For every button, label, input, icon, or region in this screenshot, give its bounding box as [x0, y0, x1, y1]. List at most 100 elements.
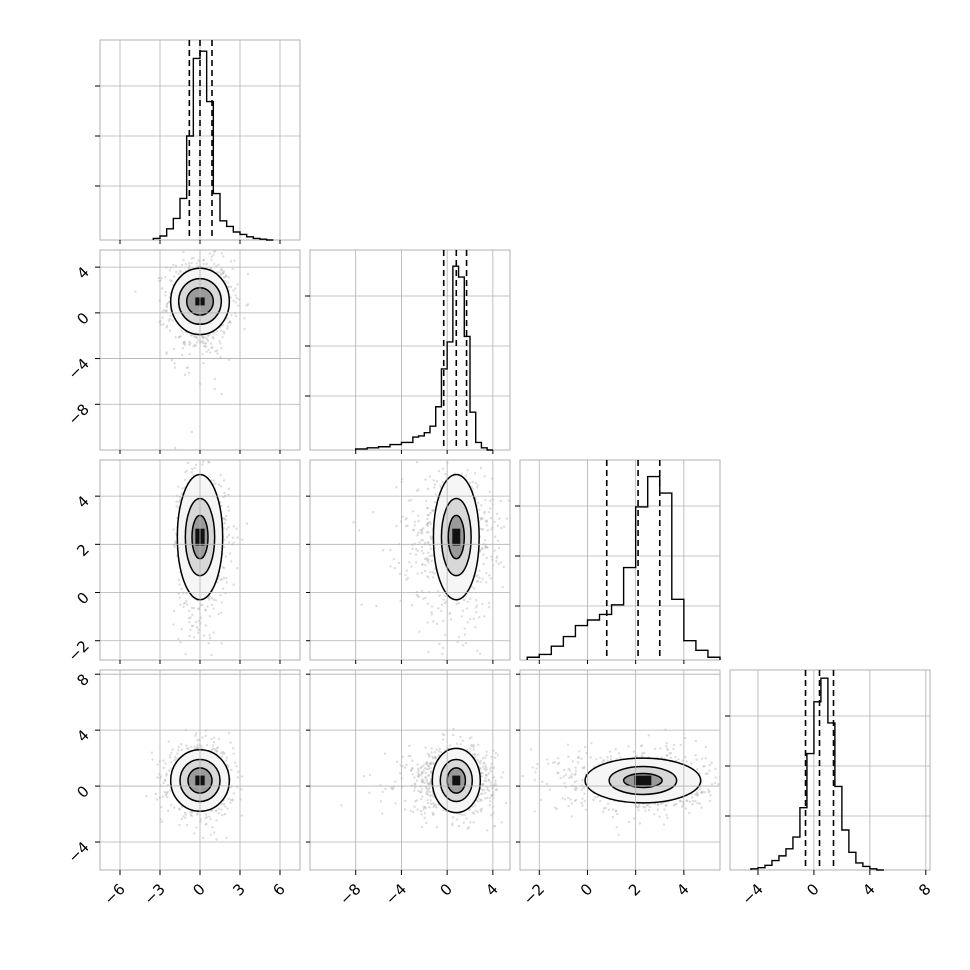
scatter-point	[167, 769, 171, 772]
scatter-point	[708, 763, 712, 767]
scatter-point	[659, 802, 663, 806]
scatter-point	[395, 486, 398, 489]
scatter-point	[215, 349, 219, 352]
scatter-point	[428, 790, 432, 794]
scatter-point	[208, 634, 211, 637]
scatter-point	[472, 812, 476, 815]
scatter-point	[190, 745, 193, 749]
scatter-point	[167, 740, 170, 743]
scatter-point	[474, 809, 477, 812]
scatter-point	[195, 341, 199, 344]
scatter-point	[440, 603, 444, 607]
scatter-point	[379, 800, 382, 803]
scatter-point	[188, 264, 191, 267]
scatter-point	[218, 339, 221, 343]
scatter-point	[220, 642, 223, 645]
scatter-point	[475, 604, 479, 607]
scatter-point	[472, 748, 475, 751]
scatter-point	[708, 790, 711, 793]
scatter-point	[432, 802, 435, 805]
scatter-point	[194, 335, 197, 338]
scatter-point	[225, 756, 228, 759]
scatter-point	[485, 754, 488, 757]
scatter-point	[178, 269, 182, 272]
panel-frame	[309, 459, 511, 661]
scatter-point	[455, 742, 459, 745]
scatter-point	[473, 587, 476, 590]
scatter-point	[246, 303, 250, 306]
scatter-point	[664, 804, 668, 807]
scatter-point	[417, 595, 420, 599]
scatter-point	[418, 541, 421, 544]
scatter-point	[559, 776, 562, 780]
scatter-point	[352, 521, 355, 524]
scatter-point	[190, 261, 193, 265]
scatter-point	[232, 541, 235, 544]
scatter-point	[180, 263, 184, 267]
scatter-point	[627, 820, 631, 824]
scatter-point	[219, 356, 222, 359]
scatter-point	[470, 744, 473, 747]
density-content	[310, 670, 510, 870]
scatter-point	[485, 774, 489, 777]
scatter-point	[428, 787, 431, 790]
scatter-point	[207, 642, 210, 645]
scatter-point	[219, 751, 223, 755]
scatter-point	[211, 825, 214, 829]
scatter-point	[499, 499, 503, 503]
scatter-point	[223, 332, 226, 335]
scatter-point	[476, 810, 480, 814]
scatter-point	[227, 731, 231, 735]
scatter-point	[224, 274, 228, 278]
scatter-point	[430, 537, 433, 541]
scatter-point	[694, 739, 698, 742]
scatter-point	[196, 631, 200, 634]
scatter-point	[433, 750, 437, 754]
scatter-point	[226, 764, 229, 767]
scatter-point	[485, 519, 489, 523]
scatter-point	[204, 609, 207, 612]
scatter-point	[173, 275, 176, 278]
scatter-point	[423, 557, 427, 561]
scatter-point	[203, 344, 206, 348]
scatter-point	[181, 487, 184, 490]
scatter-point	[484, 769, 487, 772]
scatter-point	[431, 509, 434, 512]
scatter-point	[229, 666, 231, 668]
scatter-point	[211, 747, 215, 750]
scatter-point	[414, 800, 417, 803]
scatter-point	[511, 530, 513, 532]
scatter-point	[713, 781, 717, 785]
scatter-point	[419, 790, 422, 794]
scatter-point	[411, 811, 415, 814]
scatter-point	[184, 460, 187, 461]
scatter-point	[165, 772, 168, 776]
scatter-point	[180, 743, 183, 746]
scatter-point	[232, 525, 235, 528]
scatter-point	[434, 757, 438, 760]
scatter-point	[220, 252, 224, 255]
scatter-point	[215, 819, 218, 822]
scatter-point	[485, 768, 488, 771]
scatter-point	[215, 329, 219, 333]
scatter-point	[200, 603, 204, 606]
scatter-point	[411, 773, 414, 776]
scatter-point	[220, 392, 224, 396]
scatter-point	[174, 264, 178, 267]
scatter-point	[425, 767, 429, 771]
scatter-point	[204, 608, 207, 611]
scatter-point	[231, 536, 235, 539]
scatter-point	[179, 641, 182, 644]
scatter-point	[191, 624, 195, 628]
scatter-point	[219, 611, 223, 615]
scatter-point	[433, 572, 436, 575]
scatter-point	[405, 517, 408, 520]
scatter-point	[222, 255, 225, 258]
scatter-point	[427, 531, 430, 534]
scatter-point	[189, 628, 192, 632]
scatter-point	[188, 352, 191, 356]
scatter-point	[183, 343, 186, 347]
scatter-point	[408, 561, 411, 564]
scatter-point	[246, 272, 250, 276]
scatter-point	[193, 466, 196, 470]
